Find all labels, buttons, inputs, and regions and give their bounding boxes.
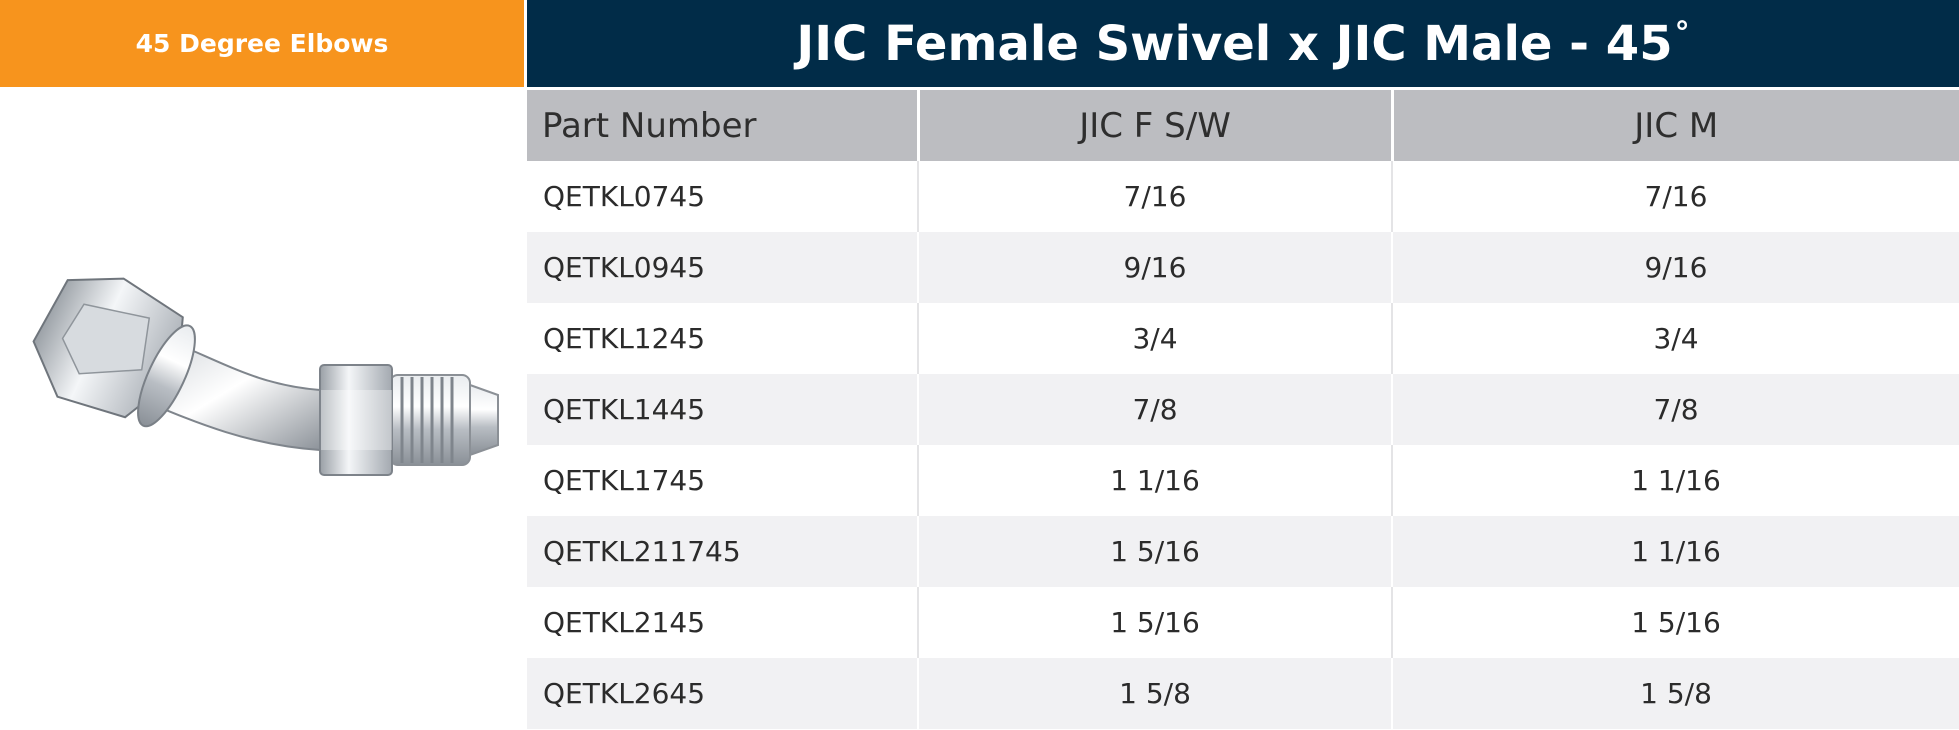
part-number-cell: QETKL0745 [527, 161, 919, 232]
jic-male-size-cell: 1 5/16 [1392, 587, 1959, 658]
category-label: 45 Degree Elbows [135, 29, 389, 58]
jic-male-size-cell: 3/4 [1392, 303, 1959, 374]
title-bar: JIC Female Swivel x JIC Male - 45 ° [527, 0, 1959, 87]
jic-female-size-cell: 7/16 [918, 161, 1393, 232]
table-header-row: Part Number JIC F S/W JIC M [527, 87, 1959, 161]
header-jic-male: JIC M [1392, 87, 1959, 161]
table-row: QETKL1445 7/8 7/8 [527, 374, 1959, 445]
table-row: QETKL2645 1 5/8 1 5/8 [527, 658, 1959, 729]
jic-male-size-cell: 7/16 [1392, 161, 1959, 232]
swivel-nut [32, 277, 196, 428]
jic-female-size-cell: 1 5/16 [918, 587, 1393, 658]
page-title: JIC Female Swivel x JIC Male - 45 [796, 15, 1673, 72]
part-number-cell: QETKL1745 [527, 445, 919, 516]
jic-male-size-cell: 1 5/8 [1392, 658, 1959, 729]
part-number-cell: QETKL2645 [527, 658, 919, 729]
header-part-number: Part Number [527, 87, 920, 161]
table-row: QETKL2145 1 5/16 1 5/16 [527, 587, 1959, 658]
jic-male-size-cell: 9/16 [1392, 232, 1959, 303]
jic-female-size-cell: 1 5/16 [918, 516, 1393, 587]
table-row: QETKL0745 7/16 7/16 [527, 161, 1959, 232]
table-row: QETKL1245 3/4 3/4 [527, 303, 1959, 374]
part-number-cell: QETKL1245 [527, 303, 919, 374]
header-jic-female-swivel: JIC F S/W [918, 87, 1394, 161]
jic-male-size-cell: 1 1/16 [1392, 516, 1959, 587]
jic-female-size-cell: 1 1/16 [918, 445, 1393, 516]
jic-female-size-cell: 7/8 [918, 374, 1393, 445]
hex-body [319, 364, 393, 476]
jic-female-size-cell: 1 5/8 [918, 658, 1393, 729]
jic-male-size-cell: 7/8 [1392, 374, 1959, 445]
jic-female-size-cell: 3/4 [918, 303, 1393, 374]
jic-male-size-cell: 1 1/16 [1392, 445, 1959, 516]
fitting-product-image [32, 277, 499, 476]
part-number-cell: QETKL1445 [527, 374, 919, 445]
jic-female-size-cell: 9/16 [918, 232, 1393, 303]
part-number-cell: QETKL2145 [527, 587, 919, 658]
degree-symbol: ° [1674, 16, 1690, 51]
part-number-cell: QETKL0945 [527, 232, 919, 303]
table-row: QETKL0945 9/16 9/16 [527, 232, 1959, 303]
table-row: QETKL211745 1 5/16 1 1/16 [527, 516, 1959, 587]
spec-table: Part Number JIC F S/W JIC M QETKL0745 7/… [527, 87, 1959, 729]
male-thread [389, 374, 499, 466]
part-number-cell: QETKL211745 [527, 516, 919, 587]
category-tab: 45 Degree Elbows [0, 0, 524, 87]
table-row: QETKL1745 1 1/16 1 1/16 [527, 445, 1959, 516]
